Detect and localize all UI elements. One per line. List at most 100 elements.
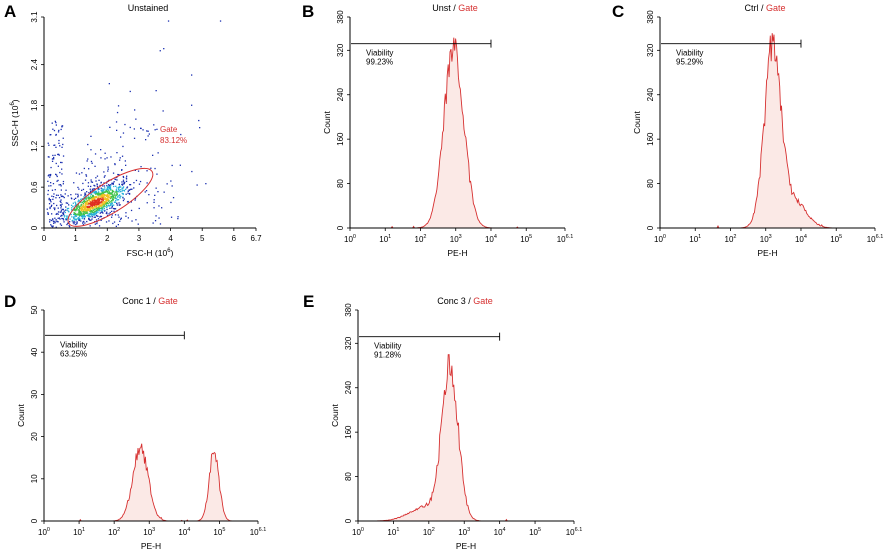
scatter-point [107, 187, 109, 189]
scatter-point [111, 195, 113, 197]
scatter-point [102, 206, 104, 208]
scatter-point [57, 153, 59, 156]
scatter-point [155, 215, 157, 217]
scatter-point [122, 145, 124, 148]
scatter-point [58, 139, 60, 142]
scatter-point [53, 144, 55, 146]
scatter-point [61, 214, 63, 217]
scatter-point [102, 190, 104, 192]
x-tick-label: 102 [415, 234, 427, 244]
scatter-point [91, 162, 93, 164]
scatter-point [147, 135, 149, 137]
scatter-point [133, 182, 135, 184]
scatter-point [134, 169, 136, 171]
scatter-point [89, 202, 91, 205]
scatter-point [125, 193, 127, 195]
scatter-point [122, 193, 124, 196]
y-tick-label: 1.2 [30, 140, 39, 152]
scatter-point [104, 175, 106, 177]
scatter-point [87, 215, 89, 217]
scatter-point [74, 216, 76, 218]
scatter-point [87, 201, 89, 203]
scatter-point [61, 126, 63, 128]
scatter-point [92, 189, 94, 191]
scatter-point [116, 111, 119, 114]
scatter-point [52, 196, 55, 198]
scatter-point [166, 183, 168, 185]
scatter-point [53, 129, 56, 132]
scatter-point [90, 212, 92, 214]
y-tick-label: 3.1 [30, 11, 39, 23]
y-tick-label: 10 [30, 474, 39, 483]
scatter-point [96, 201, 98, 203]
scatter-point [102, 212, 104, 214]
scatter-point [69, 218, 71, 220]
scatter-point [57, 131, 60, 133]
scatter-point [64, 193, 66, 195]
scatter-point [60, 209, 63, 211]
scatter-point [122, 183, 124, 185]
scatter-point [95, 192, 97, 194]
scatter-point [47, 175, 49, 177]
scatter-point [97, 188, 99, 190]
scatter-point [73, 182, 75, 184]
y-tick-label: 20 [30, 432, 39, 441]
scatter-point [88, 203, 90, 205]
scatter-point [99, 204, 101, 206]
scatter-point [147, 130, 149, 132]
scatter-point [155, 90, 157, 92]
gate-ellipse[interactable] [61, 159, 160, 236]
scatter-point [82, 216, 84, 218]
scatter-point [49, 176, 51, 178]
scatter-point [99, 193, 102, 195]
scatter-point [62, 213, 65, 215]
scatter-point [54, 154, 56, 156]
scatter-point [101, 204, 103, 206]
panel-b-histogram: B Unst / Gate 0 80 160 240 320 380 100 101 102 103 1… [302, 2, 573, 258]
scatter-point [121, 192, 123, 195]
scatter-point [112, 193, 114, 196]
scatter-point [89, 208, 91, 210]
scatter-point [63, 216, 66, 218]
panel-letter-e: E [303, 292, 314, 311]
scatter-point [122, 176, 125, 179]
x-tick-label: 5 [200, 234, 205, 243]
scatter-point [91, 214, 93, 217]
scatter-point [62, 219, 65, 221]
scatter-point [95, 199, 97, 201]
scatter-point [109, 186, 112, 189]
scatter-point [61, 173, 63, 175]
scatter-point [114, 197, 116, 199]
scatter-point [76, 208, 78, 210]
scatter-point [95, 211, 97, 214]
scatter-point [73, 213, 75, 216]
scatter-point [101, 203, 104, 205]
scatter-point [98, 207, 100, 209]
scatter-point [120, 191, 122, 193]
scatter-point [100, 202, 102, 204]
scatter-point [48, 203, 51, 205]
scatter-point [154, 129, 156, 131]
scatter-point [61, 217, 63, 220]
scatter-point [83, 211, 85, 213]
scatter-point [101, 191, 104, 193]
scatter-point [82, 201, 84, 203]
scatter-point [112, 183, 114, 185]
scatter-point [83, 220, 85, 223]
scatter-point [92, 191, 94, 193]
panel-letter-c: C [612, 2, 624, 21]
x-tick-label: 102 [423, 527, 435, 537]
scatter-point [88, 199, 90, 201]
scatter-point [48, 197, 50, 200]
scatter-point [61, 195, 63, 197]
scatter-point [99, 212, 101, 214]
scatter-point [51, 213, 53, 215]
scatter-point [89, 210, 91, 212]
scatter-point [102, 196, 104, 198]
scatter-point [95, 177, 97, 179]
scatter-point [102, 201, 104, 203]
y-tick-label: 160 [336, 132, 345, 146]
scatter-point [56, 180, 58, 182]
scatter-point [108, 185, 110, 187]
scatter-point [101, 211, 104, 213]
